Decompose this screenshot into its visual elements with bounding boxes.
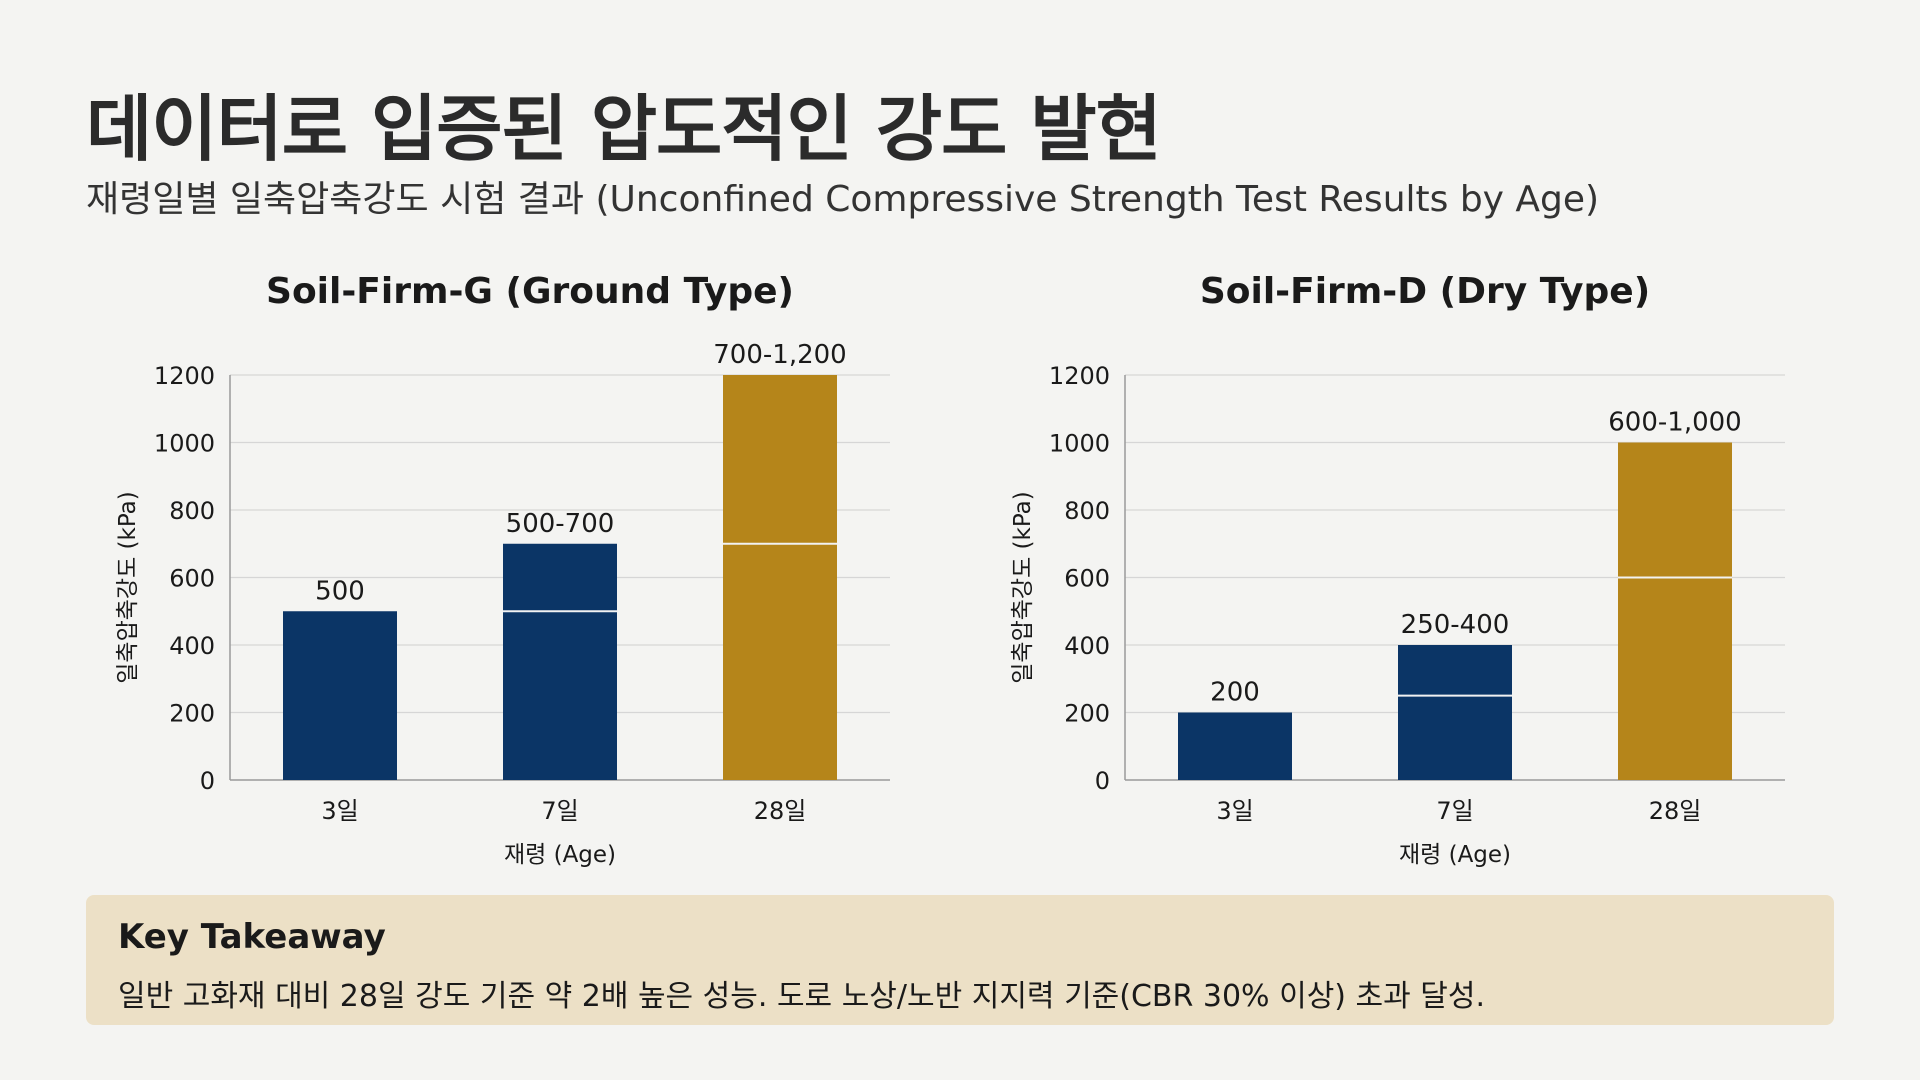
y-axis-label: 일축압축강도 (kPa) [115,491,141,683]
y-tick-label: 800 [1064,497,1110,525]
x-axis-label: 재령 (Age) [1399,842,1511,868]
y-tick-label: 600 [169,565,215,593]
data-label: 250-400 [1401,610,1510,640]
y-axis-label: 일축압축강도 (kPa) [1010,491,1036,683]
data-label: 500-700 [506,509,615,539]
charts-area: Soil-Firm-G (Ground Type) 0 200 400 600 800 10… [115,271,1785,868]
chart-title: Soil-Firm-G (Ground Type) [266,271,794,312]
takeaway-text: 일반 고화재 대비 28일 강도 기준 약 2배 높은 성능. 도로 노상/노반… [118,979,1486,1014]
y-tick-label: 200 [1064,700,1110,728]
y-tick-label: 1000 [1049,430,1110,458]
y-tick-label: 400 [1064,632,1110,660]
bar-3일 [283,611,397,780]
chart-1: Soil-Firm-G (Ground Type) 0 200 400 600 800 10… [115,271,890,868]
x-tick-label: 3일 [1216,797,1253,825]
y-tick-label: 600 [1064,565,1110,593]
data-label: 200 [1210,678,1260,708]
data-label: 700-1,200 [713,340,846,370]
x-tick-label: 7일 [541,797,578,825]
bar-7일 [503,543,617,780]
bar-28일 [723,375,837,780]
x-tick-label: 7일 [1436,797,1473,825]
y-tick-label: 200 [169,700,215,728]
y-tick-label: 1000 [154,430,215,458]
data-label: 600-1,000 [1608,408,1741,438]
page-title: 데이터로 입증된 압도적인 강도 발현 [86,87,1162,171]
chart-title: Soil-Firm-D (Dry Type) [1200,271,1650,312]
x-tick-label: 28일 [754,797,807,825]
x-axis-label: 재령 (Age) [504,842,616,868]
y-tick-label: 400 [169,632,215,660]
bar-3일 [1178,712,1292,780]
data-label: 500 [315,576,365,606]
y-tick-label: 0 [200,767,215,795]
takeaway-title: Key Takeaway [118,917,386,957]
y-tick-label: 0 [1095,767,1110,795]
y-tick-label: 1200 [1049,362,1110,390]
bar-7일 [1398,645,1512,780]
chart-2: Soil-Firm-D (Dry Type) 0 200 400 600 800 1000 1… [1010,271,1785,868]
y-tick-label: 800 [169,497,215,525]
bar-28일 [1618,442,1732,780]
page-subtitle: 재령일별 일축압축강도 시험 결과 (Unconfined Compressiv… [86,179,1600,220]
key-takeaway-box: Key Takeaway 일반 고화재 대비 28일 강도 기준 약 2배 높은… [86,895,1834,1025]
x-tick-label: 28일 [1649,797,1702,825]
y-tick-label: 1200 [154,362,215,390]
x-tick-label: 3일 [321,797,358,825]
